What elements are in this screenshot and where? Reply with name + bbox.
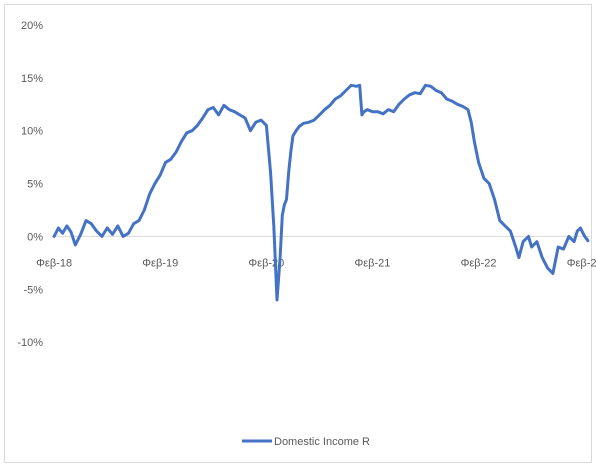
y-tick-label: 10%: [21, 126, 43, 138]
x-tick-label: Φεβ-18: [36, 257, 72, 269]
x-tick-label: Φεβ-21: [355, 257, 391, 269]
series-line-domestic-income: [52, 83, 590, 302]
y-axis-ticks: 20% 15% 10% 5% 0% -5% -10%: [17, 20, 43, 349]
y-tick-label: 15%: [21, 73, 43, 85]
x-tick-label: Φεβ-23: [567, 257, 596, 269]
legend: Domestic Income R: [242, 436, 370, 448]
y-tick-label: -10%: [17, 337, 43, 349]
legend-label: Domestic Income R: [274, 436, 370, 448]
y-tick-label: 20%: [21, 20, 43, 32]
y-tick-label: 0%: [27, 231, 43, 243]
y-tick-label: -5%: [23, 284, 43, 296]
y-tick-label: 5%: [27, 179, 43, 191]
x-tick-label: Φεβ-19: [142, 257, 178, 269]
x-tick-label: Φεβ-22: [461, 257, 497, 269]
